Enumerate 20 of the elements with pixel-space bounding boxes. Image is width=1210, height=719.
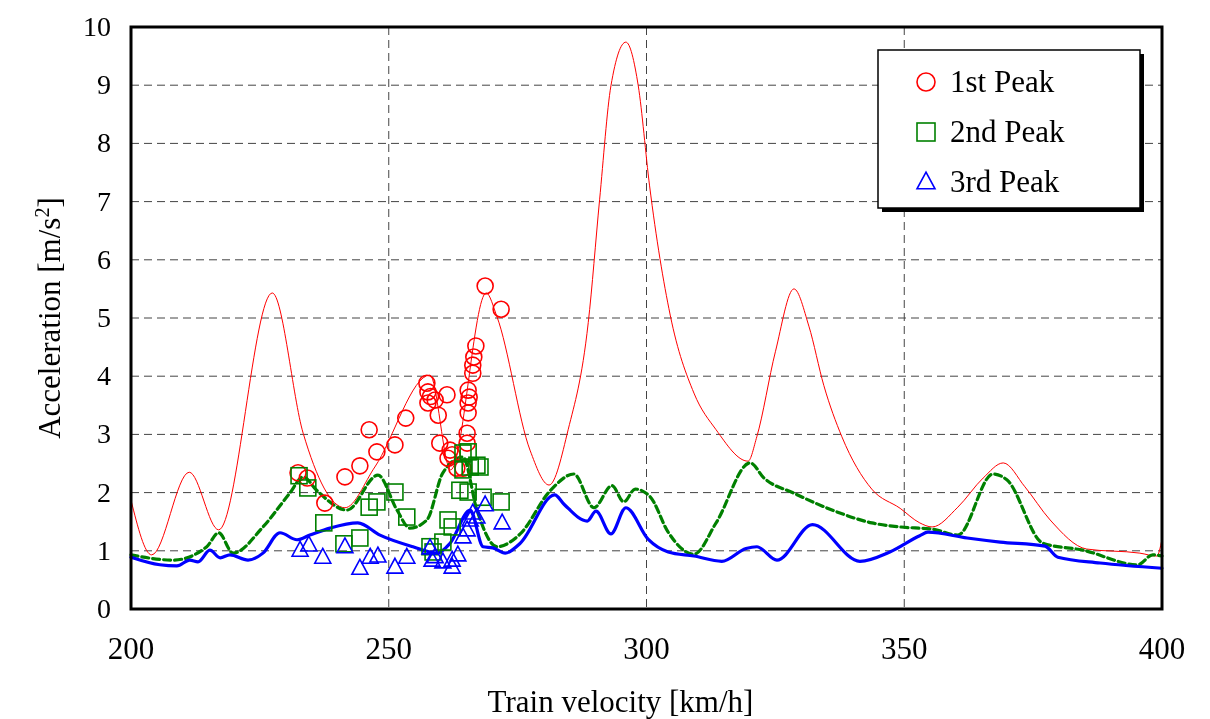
y-tick-label: 8 bbox=[97, 127, 111, 159]
y-tick-label: 3 bbox=[97, 418, 111, 450]
y-tick-label: 10 bbox=[83, 11, 111, 42]
x-axis-title: Train velocity [km/h] bbox=[487, 684, 754, 719]
x-tick-label: 350 bbox=[881, 631, 928, 666]
x-tick-label: 400 bbox=[1138, 631, 1186, 666]
y-tick-label: 2 bbox=[97, 476, 111, 508]
x-tick-label: 200 bbox=[107, 631, 155, 666]
legend-label: 1st Peak bbox=[950, 64, 1055, 99]
y-tick-label: 9 bbox=[97, 69, 111, 101]
x-tick-label: 300 bbox=[623, 631, 670, 666]
legend-label: 3rd Peak bbox=[950, 164, 1060, 199]
x-tick-label: 250 bbox=[365, 631, 412, 666]
y-tick-label: 4 bbox=[97, 360, 111, 392]
y-tick-label: 0 bbox=[97, 593, 111, 624]
y-tick-label: 1 bbox=[97, 534, 111, 566]
y-tick-label: 6 bbox=[97, 243, 111, 275]
y-tick-label: 7 bbox=[97, 185, 111, 217]
legend-label: 2nd Peak bbox=[950, 114, 1066, 149]
y-tick-label: 5 bbox=[97, 302, 111, 333]
